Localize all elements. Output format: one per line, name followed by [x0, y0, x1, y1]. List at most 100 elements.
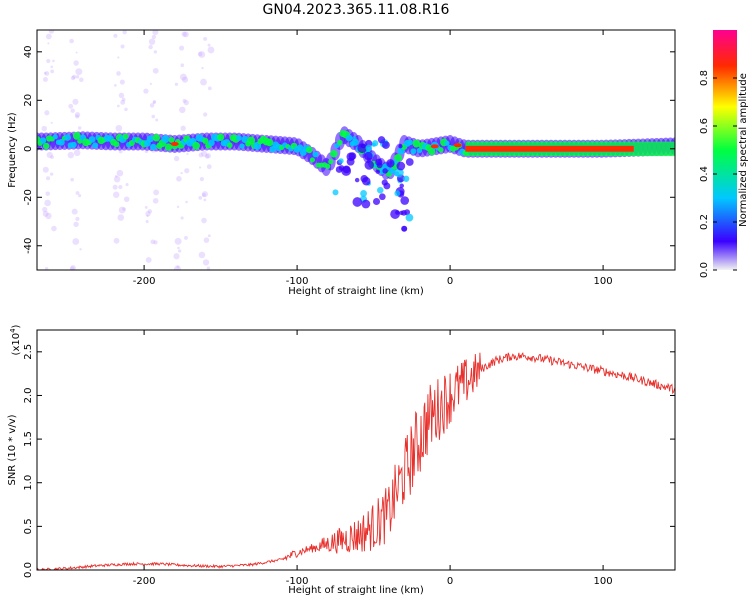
- spectrogram-noise-blob: [182, 98, 187, 103]
- spectrogram-noise-blob: [113, 237, 120, 244]
- spectrogram-scatter-blob: [341, 166, 352, 176]
- spectrogram-core-blob: [416, 147, 423, 154]
- spectrogram-noise-blob: [153, 50, 158, 54]
- spectrogram-noise-blob: [114, 175, 118, 178]
- spectrogram-noise-blob: [179, 45, 185, 51]
- spectrogram-noise-blob: [201, 217, 207, 224]
- spectrogram-noise-blob: [201, 192, 206, 198]
- spectrogram-core-blob: [345, 134, 353, 142]
- spectrogram-noise-blob: [44, 71, 50, 76]
- spectrogram-x-tick-label: -200: [133, 276, 156, 287]
- spectrogram-noise-blob: [43, 77, 48, 82]
- spectrogram-noise-blob: [181, 76, 189, 83]
- snr-y-tick-label: 2.5: [23, 344, 34, 360]
- spectrogram-noise-blob: [198, 195, 203, 200]
- spectrogram-noise-blob: [205, 153, 211, 159]
- spectrogram-scatter-blob: [354, 177, 360, 183]
- spectrogram-noise-blob: [42, 210, 49, 217]
- spectrogram-scatter-blob: [405, 213, 414, 222]
- spectrogram-noise-blob: [179, 106, 186, 114]
- spectrogram-scatter-blob: [338, 158, 344, 164]
- spectrogram-noise-blob: [199, 166, 202, 169]
- spectrogram-noise-blob: [45, 212, 52, 220]
- spectrogram-noise-blob: [118, 92, 125, 99]
- spectrogram-noise-blob: [71, 208, 78, 215]
- spectrogram-core-blob: [330, 149, 338, 158]
- spectrogram-noise-blob: [146, 214, 149, 218]
- spectrogram-core-blob: [309, 157, 315, 163]
- spectrogram-noise-blob: [181, 31, 187, 37]
- spectrogram-scatter-blob: [386, 159, 395, 168]
- spectrogram-noise-blob: [201, 150, 208, 157]
- spectrogram-scatter-blob: [372, 198, 381, 206]
- spectrogram-scatter-blob: [382, 168, 388, 174]
- spectrogram-noise-blob: [113, 33, 118, 38]
- spectrogram-frame: [36, 29, 676, 271]
- spectrogram-core-blob: [122, 133, 129, 140]
- spectrogram-core-blob: [226, 142, 233, 149]
- spectrogram-noise-blob: [147, 209, 153, 214]
- spectrogram-core-blob: [410, 148, 417, 155]
- colorbar-gradient: [713, 30, 737, 270]
- spectrogram-core-blob: [305, 146, 313, 154]
- spectrogram-noise-blob: [180, 125, 186, 131]
- spectrogram-noise-blob: [203, 36, 208, 41]
- spectrogram-scatter-blob: [377, 186, 384, 194]
- spectrogram-noise-blob: [50, 65, 53, 69]
- spectrogram-noise-blob: [174, 82, 179, 86]
- spectrogram-carrier-line: [465, 145, 634, 152]
- spectrogram-core-blob: [208, 139, 215, 147]
- figure-title: GN04.2023.365.11.08.R16: [262, 2, 450, 18]
- spectrogram-noise-blob: [46, 58, 51, 64]
- spectrogram-scatter-blob: [360, 190, 367, 197]
- spectrogram-noise-blob: [184, 168, 190, 174]
- snr-multiplier-text: (x104): [9, 324, 22, 355]
- spectrogram-scatter-blob: [395, 210, 400, 215]
- spectrogram-noise-blob: [67, 151, 75, 159]
- spectrogram-noise-blob: [151, 114, 156, 119]
- colorbar-tick-label: 0.8: [699, 70, 710, 86]
- spectrogram-scatter-blob: [396, 161, 406, 171]
- spectrogram-noise-blob: [46, 151, 53, 159]
- spectrogram-noise-blob: [114, 84, 117, 87]
- spectrogram-core-blob: [247, 136, 256, 145]
- spectrogram-noise-blob: [203, 198, 207, 202]
- spectrogram-core-blob: [39, 137, 47, 144]
- spectrogram-noise-blob: [44, 110, 50, 116]
- spectrogram-scatter-blob: [360, 143, 366, 149]
- spectrogram-scatter-blob: [362, 177, 371, 186]
- spectrogram-noise-blob: [41, 125, 47, 132]
- spectrogram-scatter-blob: [376, 162, 383, 169]
- spectrogram-scatter-blob: [402, 175, 410, 182]
- spectrogram-noise-blob: [150, 239, 156, 245]
- spectrogram-scatter-blob: [372, 140, 379, 147]
- spectrogram-noise-blob: [174, 265, 181, 270]
- spectrogram-scatter-blob: [401, 210, 407, 216]
- spectrogram-noise-blob: [42, 166, 49, 173]
- spectrogram-core-blob: [113, 141, 120, 148]
- snr-y-tick-label: 1.0: [23, 475, 34, 491]
- snr-x-label: Height of straight line (km): [288, 585, 424, 596]
- spectrogram-noise-blob: [152, 67, 159, 74]
- spectrogram-noise-blob: [153, 189, 160, 196]
- spectrogram-noise-blob: [179, 73, 187, 81]
- spectrogram-noise-blob: [182, 31, 189, 38]
- spectrogram-noise-blob: [201, 191, 208, 198]
- spectrogram-noise-blob: [207, 43, 211, 47]
- snr-y-ticks: 0.0 0.5 1.0 1.5 2.0 2.5: [23, 344, 675, 578]
- spectrogram-noise-blob: [144, 205, 148, 209]
- spectrogram-core-blob: [58, 138, 65, 146]
- spectrogram-noise-blob: [143, 88, 149, 94]
- spectrogram-noise-blob: [79, 248, 82, 251]
- spectrogram-noise-blob: [120, 44, 125, 49]
- snr-y-label: SNR (10 * v/v): [7, 414, 18, 485]
- spectrogram-noise-blob: [118, 149, 123, 154]
- spectrogram-core-blob: [64, 134, 71, 141]
- spectrogram-noise-blob: [180, 216, 184, 220]
- spectrogram-core-blob: [312, 151, 319, 158]
- spectrogram-noise-blob: [200, 78, 207, 86]
- spectrogram-scatter-blob: [351, 136, 357, 141]
- spectrogram-noise-blob: [207, 234, 211, 238]
- spectrogram-core-blob: [444, 140, 450, 146]
